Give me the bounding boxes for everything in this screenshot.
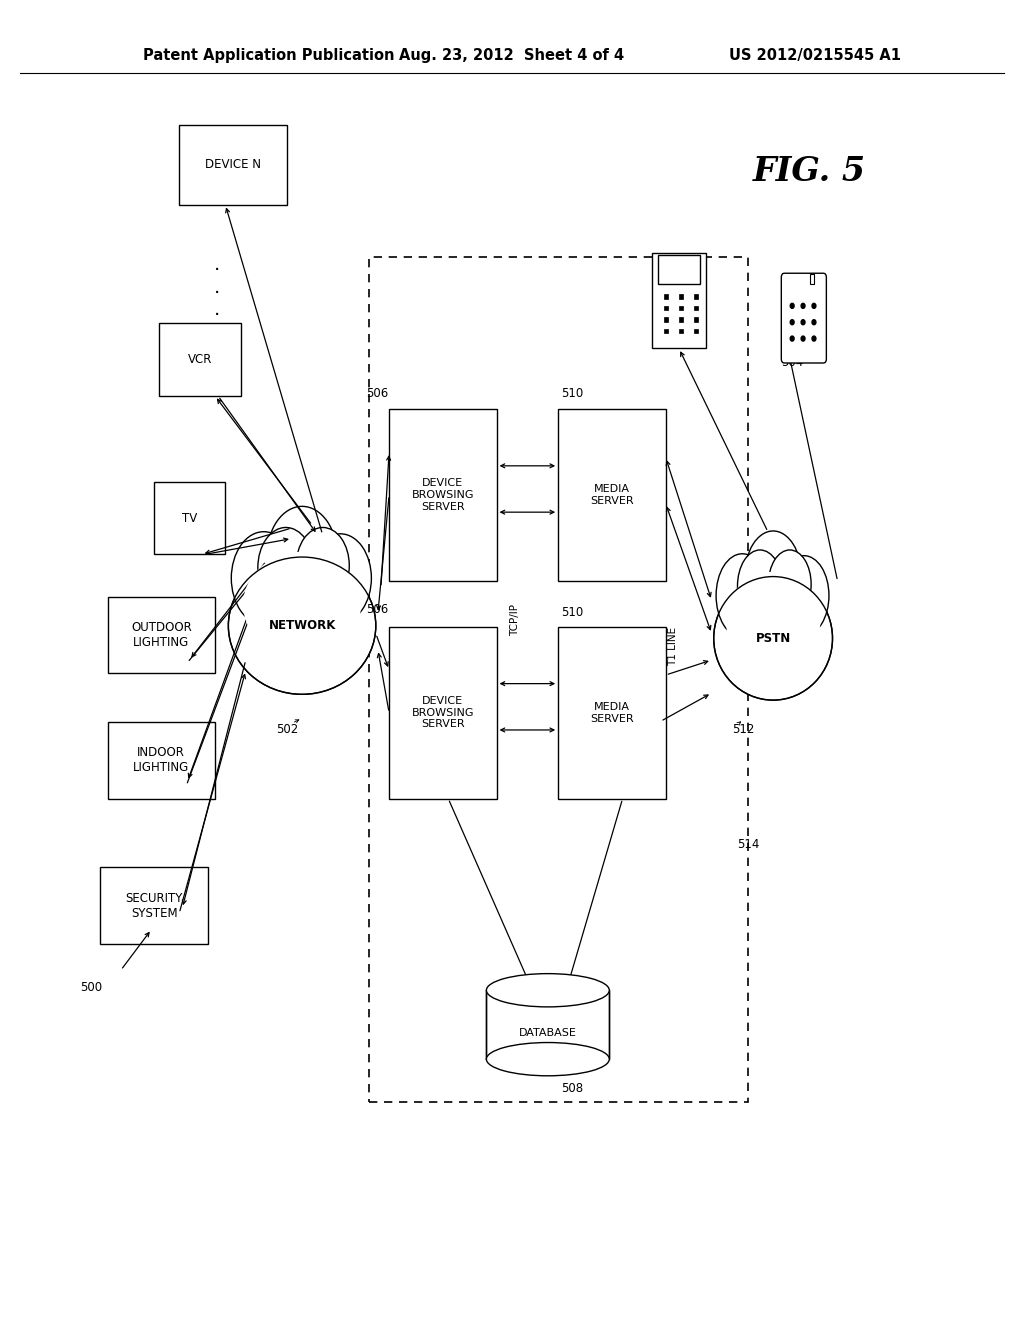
Text: OUTDOOR
LIGHTING: OUTDOOR LIGHTING: [131, 620, 191, 649]
Text: TV: TV: [182, 512, 197, 524]
Circle shape: [791, 319, 795, 325]
Text: 510: 510: [561, 606, 584, 619]
Bar: [558, 627, 666, 799]
Text: VCR: VCR: [187, 354, 212, 366]
Bar: [159, 323, 241, 396]
Ellipse shape: [309, 533, 372, 623]
Text: MEDIA
SERVER: MEDIA SERVER: [590, 484, 634, 506]
Bar: [179, 125, 287, 205]
Ellipse shape: [737, 550, 782, 622]
Bar: [664, 306, 669, 310]
Ellipse shape: [714, 577, 833, 700]
Circle shape: [791, 337, 795, 341]
Text: 504: 504: [655, 310, 678, 323]
Text: ·: ·: [214, 261, 220, 280]
Text: ·: ·: [214, 284, 220, 302]
Ellipse shape: [726, 572, 820, 667]
Bar: [486, 990, 609, 1059]
Text: 510: 510: [561, 387, 584, 400]
Text: 506: 506: [367, 387, 389, 400]
Ellipse shape: [486, 974, 609, 1007]
Bar: [664, 329, 669, 333]
Bar: [154, 482, 225, 554]
Ellipse shape: [744, 531, 802, 622]
Circle shape: [801, 319, 805, 325]
Text: DATABASE: DATABASE: [519, 1028, 577, 1038]
Circle shape: [801, 304, 805, 309]
Circle shape: [812, 304, 816, 309]
Ellipse shape: [716, 554, 768, 638]
Bar: [108, 722, 215, 799]
Text: NETWORK: NETWORK: [268, 619, 336, 632]
Bar: [657, 255, 700, 284]
Text: ·: ·: [214, 306, 220, 325]
Ellipse shape: [486, 1043, 609, 1076]
Text: 508: 508: [561, 1082, 584, 1096]
Text: 514: 514: [737, 838, 760, 851]
Bar: [679, 294, 683, 300]
Text: FIG. 5: FIG. 5: [753, 154, 865, 187]
Ellipse shape: [231, 532, 296, 624]
Bar: [694, 317, 698, 322]
Text: SECURITY
SYSTEM: SECURITY SYSTEM: [125, 891, 183, 920]
Circle shape: [812, 337, 816, 341]
Circle shape: [812, 319, 816, 325]
Bar: [100, 867, 208, 944]
Bar: [679, 329, 683, 333]
Text: Patent Application Publication: Patent Application Publication: [143, 48, 395, 63]
Bar: [389, 409, 497, 581]
Bar: [664, 317, 669, 322]
Ellipse shape: [768, 550, 811, 618]
Text: DEVICE
BROWSING
SERVER: DEVICE BROWSING SERVER: [412, 478, 474, 512]
Text: DEVICE
BROWSING
SERVER: DEVICE BROWSING SERVER: [412, 696, 474, 730]
Text: T1 LINE: T1 LINE: [668, 627, 678, 667]
Ellipse shape: [258, 528, 314, 607]
Text: PSTN: PSTN: [756, 632, 791, 645]
Text: 506: 506: [367, 603, 389, 616]
Text: 500: 500: [80, 981, 102, 994]
Bar: [558, 409, 666, 581]
Text: TCP/IP: TCP/IP: [510, 605, 520, 636]
Circle shape: [801, 337, 805, 341]
Text: DEVICE N: DEVICE N: [205, 158, 261, 172]
Circle shape: [791, 304, 795, 309]
Bar: [369, 257, 748, 1102]
Bar: [810, 275, 814, 284]
Ellipse shape: [228, 557, 376, 694]
Ellipse shape: [266, 507, 338, 607]
Bar: [679, 317, 683, 322]
FancyBboxPatch shape: [781, 273, 826, 363]
Ellipse shape: [296, 528, 349, 603]
Text: Aug. 23, 2012  Sheet 4 of 4: Aug. 23, 2012 Sheet 4 of 4: [399, 48, 625, 63]
Text: INDOOR
LIGHTING: INDOOR LIGHTING: [133, 746, 189, 775]
Bar: [694, 306, 698, 310]
Ellipse shape: [243, 552, 361, 657]
Bar: [694, 329, 698, 333]
Bar: [652, 253, 706, 348]
Bar: [664, 294, 669, 300]
Text: 502: 502: [276, 723, 299, 737]
Bar: [679, 306, 683, 310]
Bar: [108, 597, 215, 673]
Bar: [694, 294, 698, 300]
Text: US 2012/0215545 A1: US 2012/0215545 A1: [729, 48, 901, 63]
Bar: [389, 627, 497, 799]
Text: MEDIA
SERVER: MEDIA SERVER: [590, 702, 634, 723]
Text: 504: 504: [781, 356, 804, 370]
Ellipse shape: [779, 556, 829, 635]
Text: 512: 512: [732, 723, 755, 737]
